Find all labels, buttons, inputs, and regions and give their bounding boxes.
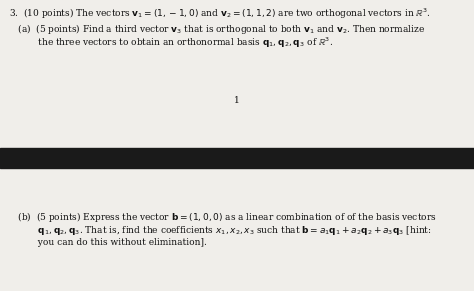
Text: the three vectors to obtain an orthonormal basis $\mathbf{q}_1, \mathbf{q}_2, \m: the three vectors to obtain an orthonorm… bbox=[9, 36, 333, 50]
Text: $\mathbf{q}_1, \mathbf{q}_2, \mathbf{q}_3$. That is, find the coefficients $x_1,: $\mathbf{q}_1, \mathbf{q}_2, \mathbf{q}_… bbox=[9, 224, 431, 237]
Bar bbox=[0, 148, 474, 168]
Text: (a)  (5 points) Find a third vector $\mathbf{v}_3$ that is orthogonal to both $\: (a) (5 points) Find a third vector $\mat… bbox=[9, 22, 425, 36]
Text: you can do this without elimination].: you can do this without elimination]. bbox=[9, 238, 206, 247]
Text: 3.  (10 points) The vectors $\mathbf{v}_1 = (1,-1,0)$ and $\mathbf{v}_2 = (1,1,2: 3. (10 points) The vectors $\mathbf{v}_1… bbox=[9, 7, 430, 22]
Text: (b)  (5 points) Express the vector $\mathbf{b} = (1,0,0)$ as a linear combinatio: (b) (5 points) Express the vector $\math… bbox=[9, 210, 436, 224]
Text: 1: 1 bbox=[234, 96, 240, 105]
